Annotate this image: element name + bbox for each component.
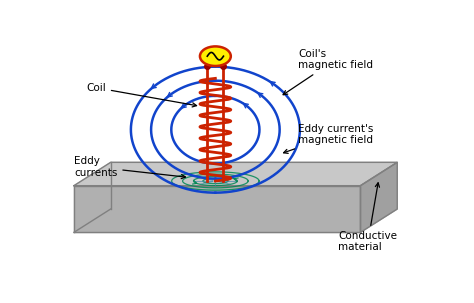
Text: Eddy
currents: Eddy currents: [74, 156, 185, 179]
Polygon shape: [74, 162, 397, 186]
Text: Coil's
magnetic field: Coil's magnetic field: [283, 49, 373, 95]
Text: Coil: Coil: [86, 83, 197, 107]
Polygon shape: [74, 186, 360, 232]
Text: Conductive
material: Conductive material: [338, 183, 397, 252]
Circle shape: [200, 46, 231, 66]
Text: Eddy current's
magnetic field: Eddy current's magnetic field: [283, 124, 374, 153]
Polygon shape: [360, 162, 397, 232]
